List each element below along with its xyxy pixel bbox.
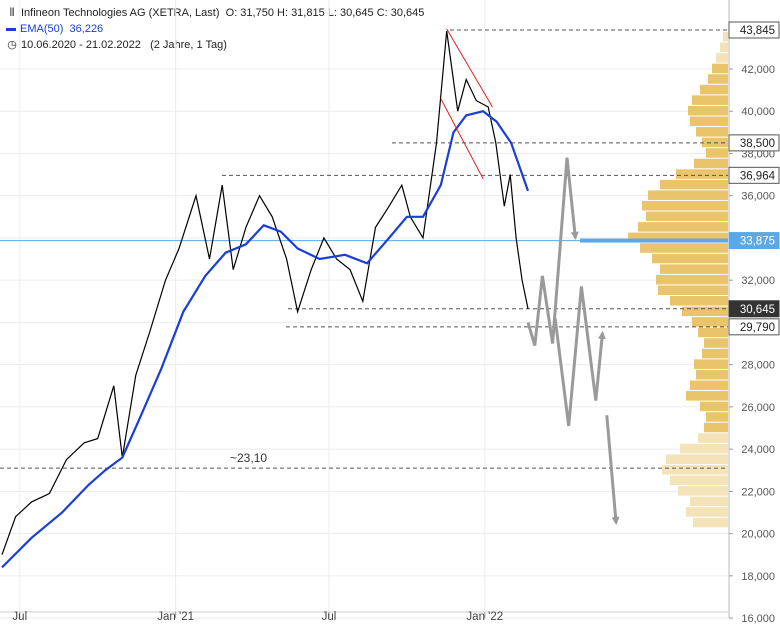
y-tick-label: 40,000 <box>741 106 775 118</box>
volume-profile-bar <box>676 169 728 179</box>
level-badge-label: 29,790 <box>740 322 775 334</box>
level-badge-label: 43,845 <box>740 25 775 37</box>
x-tick-label: Jan '21 <box>157 611 194 623</box>
x-tick-label: Jan '22 <box>466 611 503 623</box>
volume-profile-bar <box>678 486 728 496</box>
volume-profile-bar <box>700 84 728 95</box>
volume-profile-bar <box>648 190 728 200</box>
ema-series-line <box>1 110 530 569</box>
ohlc-values: O: 31,750 H: 31,815 L: 30,645 C: 30,645 <box>225 7 425 19</box>
ema-legend-label: EMA(50) <box>20 23 64 35</box>
y-tick-label: 18,000 <box>741 571 775 583</box>
volume-profile-bar <box>662 464 728 475</box>
volume-profile-bar <box>698 327 728 338</box>
volume-profile-bar <box>693 517 728 528</box>
level-badge-label: 33,875 <box>740 236 775 248</box>
volume-profile-bar <box>720 42 728 53</box>
y-tick-label: 36,000 <box>741 191 775 203</box>
volume-profile-bar <box>712 63 728 74</box>
volume-profile-bar <box>688 105 728 116</box>
level-badge-label: 30,645 <box>740 304 775 316</box>
projection-arrow-path <box>526 157 579 347</box>
chart-header-title-row: ⫴ Infineon Technologies AG (XETRA, Last) … <box>6 6 425 20</box>
volume-profile-bar <box>670 475 728 486</box>
volume-profile-bar <box>628 232 728 243</box>
volume-profile-bar <box>646 211 728 222</box>
level-badge <box>728 300 780 318</box>
date-range: 10.06.2020 - 21.02.2022 <box>21 39 141 51</box>
y-tick-label: 42,000 <box>741 64 775 76</box>
x-tick-label: Jul <box>12 611 27 623</box>
level-badge-label: 38,500 <box>740 138 775 150</box>
volume-profile-bar <box>692 95 728 105</box>
volume-profile-bar <box>696 127 728 137</box>
level-badge-label: 36,964 <box>740 170 776 182</box>
y-tick-label: 24,000 <box>741 444 775 456</box>
x-tick-label: Jul <box>322 611 337 623</box>
y-tick-label: 26,000 <box>741 402 775 414</box>
y-tick-label: 38,000 <box>741 148 775 160</box>
level-badge <box>728 166 780 184</box>
trend-channel-lower <box>440 98 484 180</box>
volume-profile-bar <box>696 369 728 380</box>
volume-profile-bar <box>666 454 728 464</box>
volume-profile-bar <box>690 496 728 507</box>
volume-profile-bar <box>704 422 728 433</box>
y-tick-label: 28,000 <box>741 360 775 372</box>
trend-channel-upper <box>446 28 493 108</box>
volume-profile-bar <box>692 317 728 327</box>
level-badge <box>728 134 780 152</box>
annotation-label: ~23,10 <box>230 451 267 465</box>
volume-profile-bar <box>670 296 728 306</box>
projection-arrow-path <box>605 415 620 525</box>
volume-profile-bar <box>706 148 728 158</box>
volume-profile-bar <box>716 53 728 63</box>
volume-profile-bar <box>694 158 728 169</box>
date-range-note: (2 Jahre, 1 Tag) <box>150 39 227 51</box>
volume-profile-bar <box>723 32 728 42</box>
volume-profile-bar <box>642 200 728 211</box>
volume-profile-bar <box>702 348 728 359</box>
volume-profile-bar <box>686 391 728 401</box>
level-badge <box>728 318 780 336</box>
volume-profile-bar <box>652 253 728 264</box>
volume-profile-bar <box>690 380 728 391</box>
y-tick-label: 22,000 <box>741 486 775 498</box>
volume-profile-bar <box>640 243 728 253</box>
level-badge <box>728 232 780 250</box>
ema-legend: EMA(50) 36,226 <box>6 22 103 36</box>
volume-profile-bar <box>690 116 728 127</box>
date-range-row: ◷ 10.06.2020 - 21.02.2022 (2 Jahre, 1 Tag… <box>6 38 227 52</box>
volume-profile-bar <box>660 179 728 190</box>
volume-profile-bar <box>660 264 728 274</box>
volume-profile-bar <box>682 306 728 317</box>
candlestick-icon: ⫴ <box>9 7 15 19</box>
volume-profile-bar <box>658 285 728 296</box>
volume-profile-bar <box>704 338 728 348</box>
ema-legend-swatch <box>6 27 16 31</box>
volume-profile-bar <box>638 222 728 232</box>
volume-profile-bar <box>706 412 728 422</box>
clock-icon: ◷ <box>7 39 17 51</box>
volume-profile-bar <box>708 74 728 84</box>
instrument-title: Infineon Technologies AG (XETRA, Last) <box>21 7 220 19</box>
volume-profile-bar <box>680 443 728 454</box>
projection-arrow-path <box>553 286 606 427</box>
volume-profile-bar <box>698 433 728 443</box>
current-level-highlight <box>580 238 728 243</box>
volume-profile-bar <box>656 274 728 285</box>
price-series-line <box>1 30 529 555</box>
y-tick-label: 16,000 <box>741 613 775 625</box>
volume-profile-bar <box>694 359 728 369</box>
ema-legend-value: 36,226 <box>69 23 104 35</box>
level-badge <box>728 21 780 39</box>
y-tick-label: 32,000 <box>741 275 775 287</box>
y-tick-label: 20,000 <box>741 529 775 541</box>
volume-profile-bar <box>686 507 728 517</box>
volume-profile-bar <box>700 401 728 412</box>
